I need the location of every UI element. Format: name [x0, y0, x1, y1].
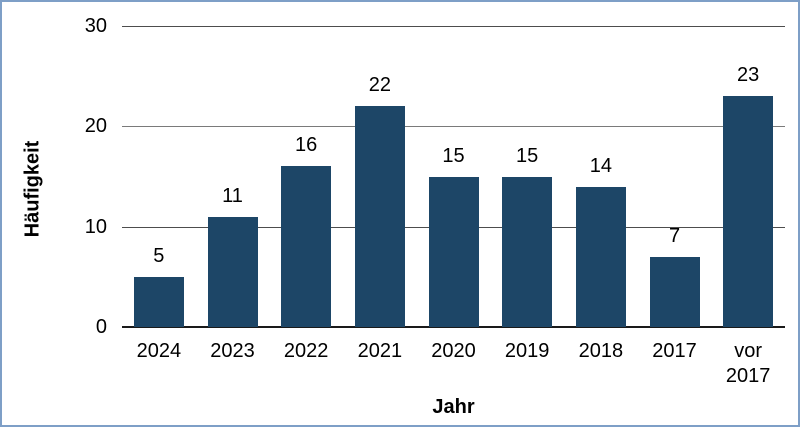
bar-2017 — [649, 256, 700, 327]
bar-value-label-2021: 22 — [368, 74, 391, 97]
y-tick-label-10: 10 — [84, 215, 107, 238]
bar-vor-2017 — [723, 96, 774, 327]
bar-value-label-2017: 7 — [668, 224, 681, 247]
category-label-2024: 2024 — [136, 340, 182, 362]
bar-value-label-2023: 11 — [222, 184, 243, 207]
category-label-vor-2017: vor 2017 — [725, 340, 771, 387]
bar-value-label-2022: 16 — [295, 134, 318, 157]
bar-2024 — [133, 276, 184, 327]
bar-2023 — [207, 216, 258, 327]
bar-2020 — [428, 176, 479, 327]
bar-2019 — [502, 176, 553, 327]
bar-value-label-2020: 15 — [442, 144, 465, 167]
bar-2018 — [575, 186, 626, 327]
plot-area — [122, 26, 785, 328]
bar-value-label-vor-2017: 23 — [737, 64, 760, 87]
bar-value-label-2018: 14 — [589, 154, 612, 177]
category-label-2017: 2017 — [652, 340, 697, 362]
bar-value-label-2024: 5 — [153, 244, 165, 267]
bar-2022 — [281, 166, 332, 327]
category-label-2020: 2020 — [431, 340, 476, 362]
x-axis-title: Jahr — [432, 396, 475, 418]
category-label-2023: 2023 — [210, 340, 255, 362]
bar-2021 — [354, 106, 405, 327]
y-tick-label-0: 0 — [95, 316, 107, 338]
x-axis-line — [122, 326, 785, 328]
y-tick-label-30: 30 — [84, 15, 107, 37]
category-label-2018: 2018 — [578, 340, 624, 362]
gridline-30 — [122, 26, 785, 27]
gridline-20 — [122, 126, 785, 128]
y-tick-label-20: 20 — [84, 115, 107, 138]
category-label-2021: 2021 — [357, 340, 403, 362]
category-label-2022: 2022 — [283, 340, 329, 362]
category-label-2019: 2019 — [504, 340, 550, 362]
bar-value-label-2019: 15 — [516, 144, 539, 167]
